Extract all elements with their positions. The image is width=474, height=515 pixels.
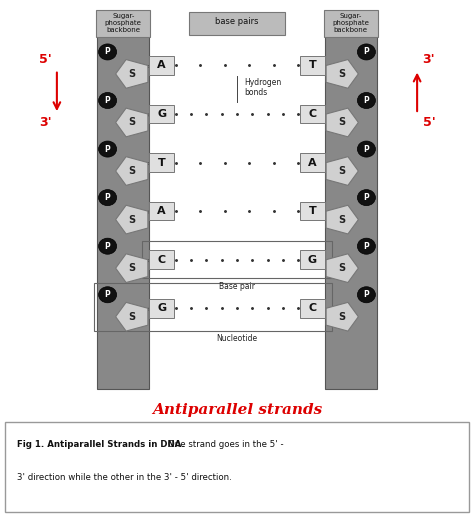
FancyBboxPatch shape — [97, 34, 149, 388]
Polygon shape — [116, 60, 148, 88]
FancyBboxPatch shape — [300, 105, 325, 123]
Circle shape — [357, 238, 375, 254]
Text: P: P — [364, 290, 369, 299]
Text: 5': 5' — [39, 53, 51, 65]
Circle shape — [99, 44, 117, 60]
Circle shape — [99, 287, 117, 303]
Text: T: T — [309, 60, 316, 71]
Text: S: S — [338, 312, 346, 322]
Polygon shape — [116, 205, 148, 234]
FancyBboxPatch shape — [300, 202, 325, 220]
FancyBboxPatch shape — [300, 299, 325, 318]
Text: S: S — [128, 166, 136, 176]
Polygon shape — [326, 302, 358, 331]
Text: A: A — [157, 60, 166, 71]
Text: P: P — [105, 290, 110, 299]
Text: S: S — [128, 117, 136, 128]
Polygon shape — [116, 254, 148, 283]
Circle shape — [357, 93, 375, 109]
Text: S: S — [338, 263, 346, 273]
Text: P: P — [364, 145, 369, 153]
Text: A: A — [157, 206, 166, 216]
Text: S: S — [128, 312, 136, 322]
Text: P: P — [105, 242, 110, 251]
Text: S: S — [128, 263, 136, 273]
Text: P: P — [105, 145, 110, 153]
Text: Antiparallel strands: Antiparallel strands — [152, 403, 322, 417]
Polygon shape — [326, 157, 358, 185]
Text: S: S — [128, 215, 136, 225]
Circle shape — [357, 190, 375, 205]
Text: G: G — [157, 109, 166, 119]
Text: base pairs: base pairs — [215, 16, 259, 26]
FancyBboxPatch shape — [96, 10, 150, 37]
FancyBboxPatch shape — [149, 105, 174, 123]
FancyBboxPatch shape — [300, 153, 325, 172]
FancyBboxPatch shape — [325, 34, 377, 388]
Text: Hydrogen
bonds: Hydrogen bonds — [244, 78, 282, 97]
Polygon shape — [326, 254, 358, 283]
Text: P: P — [364, 96, 369, 105]
Polygon shape — [326, 205, 358, 234]
Circle shape — [357, 141, 375, 157]
Text: Nucleotide: Nucleotide — [217, 334, 257, 342]
FancyBboxPatch shape — [149, 250, 174, 269]
FancyBboxPatch shape — [5, 422, 469, 512]
Text: A: A — [308, 158, 317, 167]
Text: C: C — [157, 255, 166, 265]
Text: C: C — [308, 109, 317, 119]
Text: Base pair: Base pair — [219, 282, 255, 290]
Circle shape — [99, 190, 117, 205]
Text: P: P — [364, 193, 369, 202]
FancyBboxPatch shape — [149, 202, 174, 220]
Text: Sugar-
phosphate
backbone: Sugar- phosphate backbone — [332, 13, 369, 33]
Circle shape — [357, 44, 375, 60]
Text: P: P — [105, 193, 110, 202]
Text: Fig 1. Antiparallel Strands in DNA.: Fig 1. Antiparallel Strands in DNA. — [17, 440, 184, 449]
FancyBboxPatch shape — [300, 250, 325, 269]
Text: G: G — [308, 255, 317, 265]
Text: P: P — [105, 96, 110, 105]
Text: 3': 3' — [423, 53, 435, 65]
Polygon shape — [326, 60, 358, 88]
Text: P: P — [105, 47, 110, 57]
Circle shape — [99, 93, 117, 109]
Text: S: S — [338, 69, 346, 79]
Text: 3': 3' — [39, 116, 51, 129]
FancyBboxPatch shape — [324, 10, 378, 37]
Text: S: S — [338, 117, 346, 128]
FancyBboxPatch shape — [300, 56, 325, 75]
Text: S: S — [128, 69, 136, 79]
Polygon shape — [116, 108, 148, 137]
Text: T: T — [158, 158, 165, 167]
Text: T: T — [309, 206, 316, 216]
Polygon shape — [116, 157, 148, 185]
Polygon shape — [326, 108, 358, 137]
Text: G: G — [157, 303, 166, 313]
FancyBboxPatch shape — [149, 56, 174, 75]
Polygon shape — [116, 302, 148, 331]
Text: Sugar-
phosphate
backbone: Sugar- phosphate backbone — [105, 13, 142, 33]
Text: C: C — [308, 303, 317, 313]
FancyBboxPatch shape — [189, 12, 285, 35]
Text: S: S — [338, 215, 346, 225]
FancyBboxPatch shape — [149, 299, 174, 318]
Text: 3' direction while the other in the 3' - 5' direction.: 3' direction while the other in the 3' -… — [17, 473, 231, 483]
Text: P: P — [364, 47, 369, 57]
Text: 5': 5' — [423, 116, 435, 129]
Circle shape — [99, 238, 117, 254]
Text: S: S — [338, 166, 346, 176]
FancyBboxPatch shape — [149, 153, 174, 172]
Circle shape — [99, 141, 117, 157]
Text: One strand goes in the 5' -: One strand goes in the 5' - — [168, 440, 284, 449]
Circle shape — [357, 287, 375, 303]
Text: P: P — [364, 242, 369, 251]
